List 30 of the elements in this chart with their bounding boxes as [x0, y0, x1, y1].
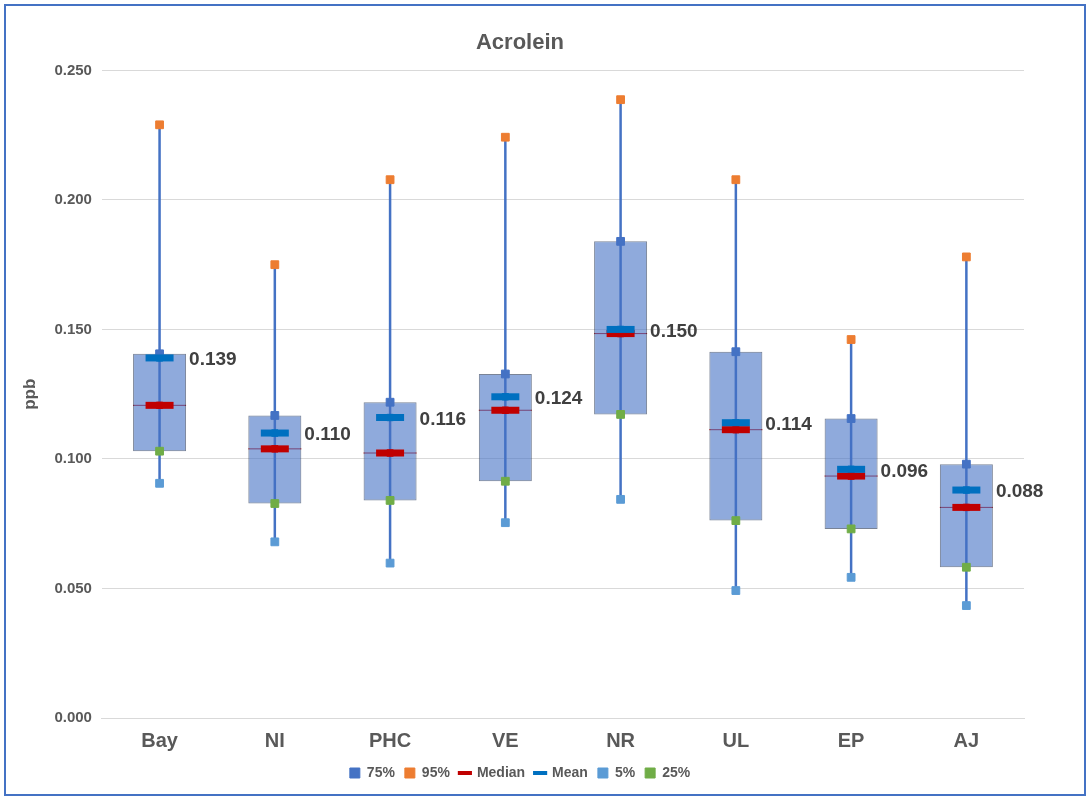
data-label: 0.150: [650, 319, 698, 341]
x-tick-label: NR: [606, 728, 636, 751]
x-tick-label: EP: [837, 728, 865, 751]
data-label: 0.088: [995, 480, 1044, 502]
y-tick-label: 0.150: [54, 319, 92, 337]
x-tick-label: VE: [492, 728, 519, 751]
x-tick-label: Bay: [141, 728, 179, 751]
data-label: 0.116: [419, 407, 467, 429]
y-tick-label: 0.250: [54, 60, 92, 78]
y-tick-label: 0.050: [54, 578, 92, 596]
legend-label: Median: [476, 763, 526, 780]
legend-label: 5%: [614, 763, 636, 780]
y-tick-label: 0.100: [54, 449, 92, 467]
legend-label: Mean: [552, 763, 588, 780]
data-label: 0.139: [189, 348, 237, 370]
y-axis-title: ppb: [19, 378, 39, 410]
x-tick-label: NI: [264, 728, 285, 751]
data-label: 0.124: [534, 387, 583, 409]
legend-label: 75%: [366, 763, 396, 780]
x-tick-label: PHC: [368, 728, 412, 751]
data-label: 0.110: [304, 423, 351, 445]
y-tick-label: 0.000: [54, 708, 92, 726]
y-tick-label: 0.200: [54, 190, 92, 208]
chart-title: Acrolein: [475, 29, 565, 55]
x-tick-label: AJ: [953, 728, 980, 751]
x-tick-label: UL: [722, 728, 750, 751]
legend-label: 95%: [421, 763, 451, 780]
legend-label: 25%: [662, 763, 691, 780]
data-label: 0.114: [765, 412, 813, 434]
data-label: 0.096: [880, 459, 929, 481]
